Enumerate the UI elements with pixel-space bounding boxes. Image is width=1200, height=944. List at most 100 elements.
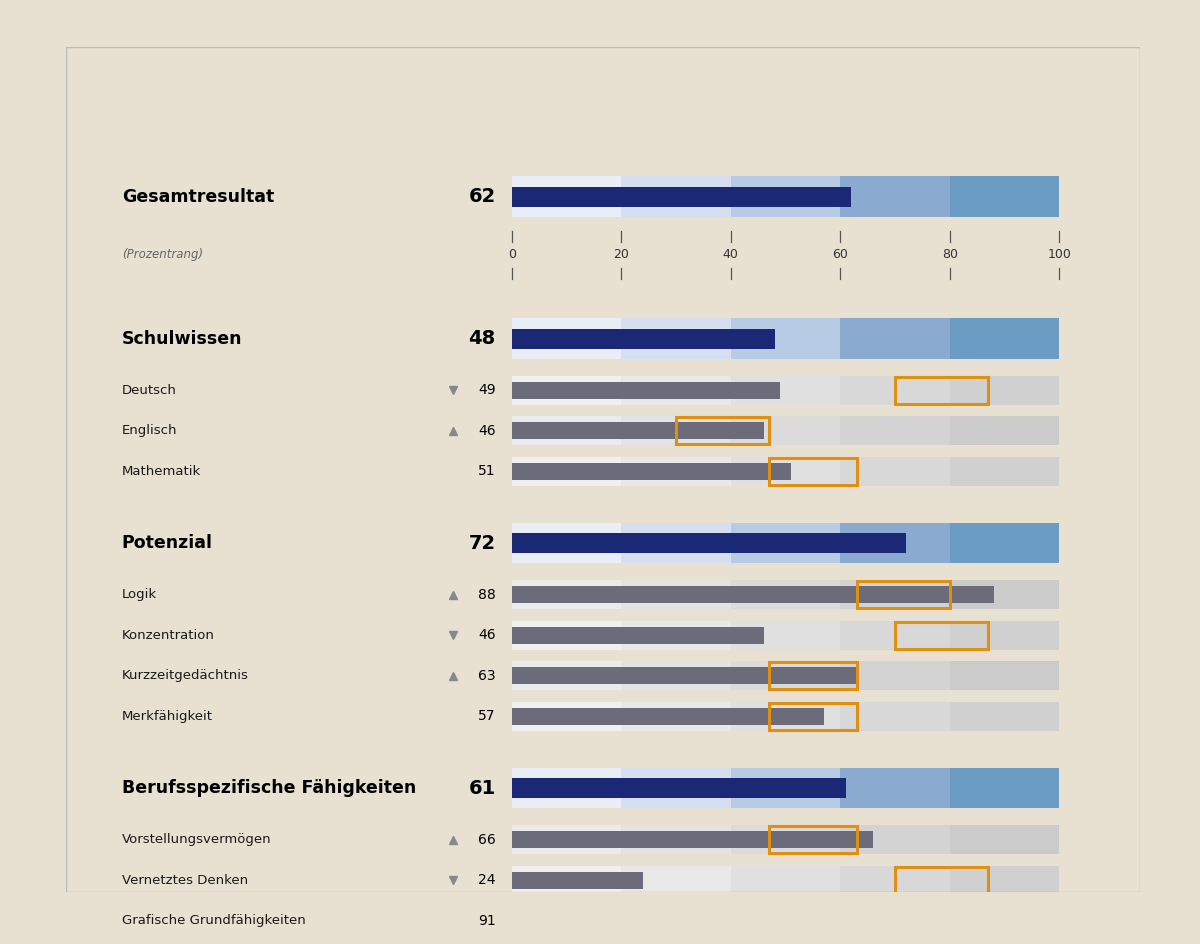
Bar	[840, 581, 950, 609]
Bar	[950, 906, 1060, 936]
Text: 48: 48	[468, 329, 496, 348]
Bar	[511, 621, 622, 649]
Bar	[731, 581, 840, 609]
Text: 0: 0	[508, 248, 516, 261]
Bar	[950, 177, 1060, 217]
Bar	[622, 825, 731, 854]
Text: Vernetztes Denken: Vernetztes Denken	[122, 874, 248, 886]
Bar	[731, 662, 840, 690]
Text: 66: 66	[478, 833, 496, 847]
Bar	[511, 831, 874, 849]
Bar	[622, 177, 731, 217]
Bar	[895, 622, 989, 649]
Bar	[622, 702, 731, 731]
Text: Mathematik: Mathematik	[122, 464, 202, 478]
Bar	[511, 416, 622, 446]
Text: 62: 62	[468, 187, 496, 206]
Bar	[511, 778, 846, 799]
Bar	[840, 825, 950, 854]
Bar	[511, 702, 622, 731]
Bar	[950, 825, 1060, 854]
Bar	[511, 381, 780, 398]
Bar	[840, 767, 950, 808]
Bar	[622, 906, 731, 936]
Text: 61: 61	[468, 779, 496, 798]
Bar	[840, 416, 950, 446]
Bar	[511, 533, 906, 553]
Bar	[511, 906, 622, 936]
Text: Vorstellungsvermögen: Vorstellungsvermögen	[122, 834, 271, 846]
Text: 63: 63	[478, 668, 496, 683]
Text: Berufsspezifische Fähigkeiten: Berufsspezifische Fähigkeiten	[122, 779, 416, 797]
Bar	[622, 662, 731, 690]
Bar	[511, 627, 763, 644]
Text: 57: 57	[478, 709, 496, 723]
Bar	[950, 621, 1060, 649]
Text: 24: 24	[478, 873, 496, 887]
Bar	[622, 767, 731, 808]
Text: Logik: Logik	[122, 588, 157, 601]
Text: 46: 46	[478, 424, 496, 438]
Text: 49: 49	[478, 383, 496, 397]
Bar	[840, 662, 950, 690]
Bar	[511, 187, 851, 207]
Bar	[622, 416, 731, 446]
Bar	[511, 586, 994, 603]
Text: Gesamtresultat: Gesamtresultat	[122, 188, 274, 206]
Bar	[950, 376, 1060, 405]
Bar	[622, 581, 731, 609]
Text: Schulwissen: Schulwissen	[122, 329, 242, 347]
Bar	[511, 825, 622, 854]
Bar	[950, 662, 1060, 690]
Text: Merkfähigkeit: Merkfähigkeit	[122, 710, 212, 723]
Bar	[857, 907, 950, 935]
Bar	[731, 523, 840, 564]
Bar	[676, 417, 769, 444]
Bar	[511, 376, 622, 405]
Bar	[511, 329, 775, 349]
Bar	[950, 581, 1060, 609]
Text: 91: 91	[478, 914, 496, 928]
Bar	[731, 416, 840, 446]
Text: Grafische Grundfähigkeiten: Grafische Grundfähigkeiten	[122, 915, 306, 927]
Bar	[511, 708, 824, 725]
Bar	[731, 767, 840, 808]
Bar	[840, 318, 950, 359]
Bar	[622, 523, 731, 564]
Text: 80: 80	[942, 248, 958, 261]
Bar	[622, 376, 731, 405]
Bar	[511, 463, 791, 480]
Text: 88: 88	[478, 588, 496, 601]
Bar	[731, 376, 840, 405]
Bar	[731, 825, 840, 854]
Bar	[731, 621, 840, 649]
Bar	[511, 912, 1010, 930]
Bar	[511, 667, 857, 684]
Text: Deutsch: Deutsch	[122, 383, 176, 396]
Bar	[950, 767, 1060, 808]
Text: 60: 60	[833, 248, 848, 261]
Bar	[840, 177, 950, 217]
Bar	[731, 318, 840, 359]
Text: 20: 20	[613, 248, 629, 261]
Bar	[769, 458, 857, 484]
Text: Englisch: Englisch	[122, 424, 178, 437]
Bar	[840, 621, 950, 649]
Bar	[511, 318, 622, 359]
Bar	[840, 457, 950, 486]
Bar	[622, 318, 731, 359]
Text: (Prozentrang): (Prozentrang)	[122, 248, 203, 261]
Bar	[895, 377, 989, 404]
Text: 100: 100	[1048, 248, 1072, 261]
Bar	[511, 457, 622, 486]
Bar	[511, 177, 622, 217]
Bar	[511, 866, 622, 895]
Bar	[511, 662, 622, 690]
Bar	[622, 621, 731, 649]
Bar	[622, 457, 731, 486]
Bar	[511, 871, 643, 889]
Bar	[622, 866, 731, 895]
Bar	[950, 523, 1060, 564]
Text: 72: 72	[468, 533, 496, 552]
Bar	[731, 702, 840, 731]
